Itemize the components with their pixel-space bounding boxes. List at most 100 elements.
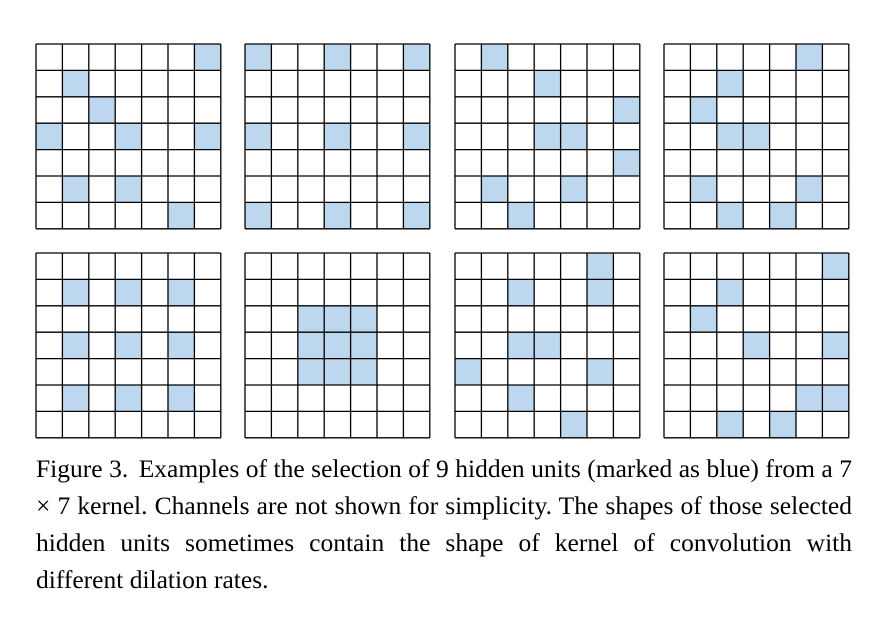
kernel-cell (587, 202, 614, 229)
selected-cell (245, 44, 272, 71)
kernel-cell (769, 358, 796, 385)
kernel-cell (403, 332, 430, 359)
kernel-cell (377, 385, 404, 412)
kernel-cell (403, 253, 430, 280)
kernel-cell (455, 202, 482, 229)
selected-cell (613, 149, 640, 176)
kernel-cell (115, 44, 142, 71)
kernel-cell (88, 358, 116, 385)
kernel-cell (115, 149, 142, 176)
kernel-cell (822, 149, 849, 176)
kernel-cell (271, 358, 298, 385)
kernel-cell (297, 411, 325, 438)
kernel-cell (115, 96, 142, 124)
selected-cell (403, 44, 430, 71)
kernel-cell (168, 149, 195, 176)
kernel-cell (377, 44, 404, 71)
kernel-cell (377, 279, 404, 306)
kernel-cell (168, 305, 195, 333)
kernel-cell (716, 149, 744, 176)
kernel-cell (743, 149, 770, 176)
selected-cell (534, 332, 561, 359)
kernel-cell (350, 385, 377, 412)
kernel-cell (141, 149, 168, 176)
kernel-cell (507, 44, 535, 71)
selected-cell (324, 332, 351, 359)
kernel-cell (377, 358, 404, 385)
kernel-cell (613, 123, 640, 150)
kernel-cell (507, 305, 535, 333)
kernel-cell (297, 96, 325, 124)
kernel-cell (194, 149, 221, 176)
kernel-cell (769, 253, 796, 280)
selected-cell (324, 44, 351, 71)
kernel-cell (769, 123, 796, 150)
selected-cell (245, 123, 272, 150)
kernel-cell (36, 149, 63, 176)
kernel-cell (769, 176, 796, 203)
kernel-cell (62, 149, 89, 176)
kernel-cell (115, 253, 142, 280)
kernel-cell (822, 358, 849, 385)
selected-cell (62, 332, 89, 359)
selected-cell (534, 123, 561, 150)
kernel-cell (507, 149, 535, 176)
figure-caption-text: Examples of the selection of 9 hidden un… (36, 454, 852, 594)
kernel-cell (297, 123, 325, 150)
kernel-cell (534, 385, 561, 412)
kernel-cell (716, 96, 744, 124)
kernel-cell (350, 202, 377, 229)
selected-cell (822, 385, 849, 412)
kernel-cell (62, 358, 89, 385)
kernel-cell (455, 385, 482, 412)
kernel-cell (822, 176, 849, 203)
kernel-cell (377, 305, 404, 333)
figure-caption: Figure 3. Examples of the selection of 9… (36, 450, 852, 598)
kernel-cell (743, 358, 770, 385)
kernel-cell (455, 70, 482, 97)
selected-cell (560, 123, 587, 150)
kernel-cell (534, 96, 561, 124)
kernel-cell (141, 279, 168, 306)
kernel-cell (664, 279, 691, 306)
kernel-cell (36, 332, 63, 359)
kernel-cell (297, 70, 325, 97)
kernel-cell (245, 385, 272, 412)
kernel-cell (271, 411, 298, 438)
selected-cell (507, 202, 535, 229)
selected-cell (481, 176, 508, 203)
kernel-cell (822, 123, 849, 150)
kernel-cell (716, 44, 744, 71)
selected-cell (716, 123, 744, 150)
kernel-cell (796, 305, 823, 333)
kernel-cell (613, 70, 640, 97)
kernel-cell (481, 332, 508, 359)
kernel-cell (141, 202, 168, 229)
selected-cell (716, 202, 744, 229)
selected-cell (769, 202, 796, 229)
kernel-grid (35, 43, 222, 230)
kernel-cell (377, 149, 404, 176)
kernel-cell (822, 279, 849, 306)
kernel-cell (507, 253, 535, 280)
kernel-cell (168, 176, 195, 203)
kernel-cell (690, 279, 717, 306)
kernel-cell (481, 305, 508, 333)
kernel-cell (245, 411, 272, 438)
kernel-cell (560, 202, 587, 229)
selected-cell (168, 279, 195, 306)
kernel-cell (664, 253, 691, 280)
kernel-cell (88, 123, 116, 150)
selected-cell (324, 123, 351, 150)
kernel-cell (743, 279, 770, 306)
kernel-grid (454, 43, 641, 230)
kernel-cell (403, 358, 430, 385)
kernel-cell (613, 176, 640, 203)
kernel-cell (141, 44, 168, 71)
kernel-cell (560, 70, 587, 97)
kernel-cell (587, 385, 614, 412)
kernel-cell (455, 253, 482, 280)
kernel-cell (455, 44, 482, 71)
kernel-selection-grids (35, 43, 850, 439)
kernel-cell (769, 96, 796, 124)
